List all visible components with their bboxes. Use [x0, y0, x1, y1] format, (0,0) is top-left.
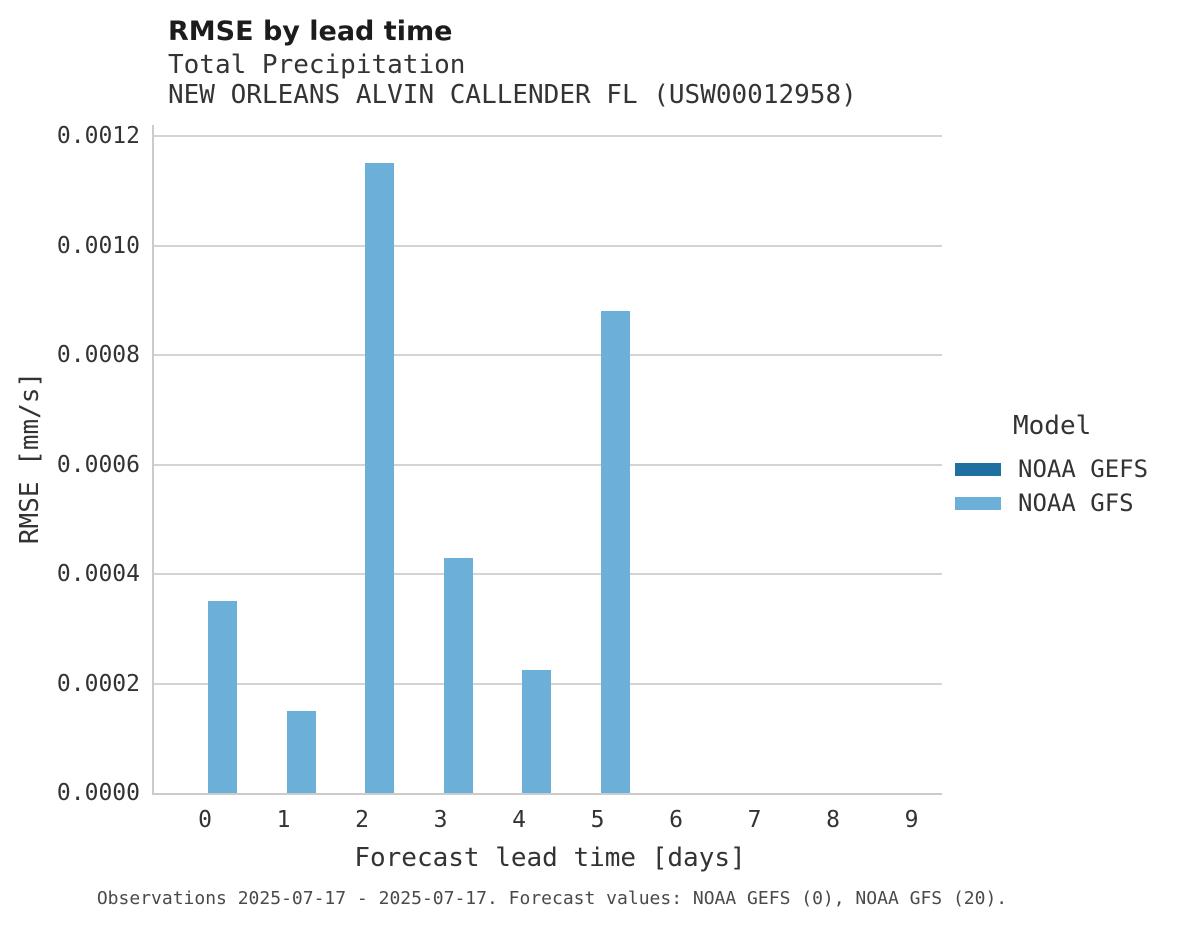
x-axis-title: Forecast lead time [days] — [354, 843, 746, 873]
legend: Model NOAA GEFS NOAA GFS — [955, 410, 1148, 520]
bar-noaa-gfs-day4 — [522, 669, 551, 793]
x-tick-label: 8 — [826, 807, 840, 833]
x-tick-label: 2 — [355, 807, 369, 833]
x-tick-label: 3 — [433, 807, 448, 833]
gridline — [154, 135, 942, 137]
bar-noaa-gfs-day2 — [365, 163, 394, 793]
x-tick-label: 5 — [590, 807, 605, 833]
x-tick-label: 9 — [904, 807, 919, 833]
gridline — [154, 573, 942, 575]
plot-area — [152, 125, 942, 795]
legend-entries: NOAA GEFS NOAA GFS — [955, 452, 1148, 520]
legend-title: Model — [1013, 411, 1092, 441]
bar-noaa-gfs-day1 — [286, 710, 316, 793]
chart-subtitle-station: NEW ORLEANS ALVIN CALLENDER FL (USW00012… — [168, 80, 857, 110]
chart-title: RMSE by lead time — [168, 16, 453, 47]
bar-noaa-gfs-day3 — [443, 557, 473, 793]
gridline — [154, 463, 942, 466]
x-tick-label: 0 — [198, 807, 212, 833]
legend-swatch — [955, 462, 1001, 476]
legend-label: NOAA GEFS — [1018, 455, 1149, 483]
y-tick-label: 0.0004 — [56, 561, 140, 587]
y-tick-label: 0.0000 — [56, 780, 140, 806]
chart-subtitle-variable: Total Precipitation — [168, 50, 466, 80]
y-tick-label: 0.0008 — [56, 342, 140, 368]
y-tick-label: 0.0002 — [56, 670, 140, 697]
legend-entry-noaa-gefs: NOAA GEFS — [955, 452, 1148, 486]
bar-noaa-gfs-day5 — [600, 311, 630, 793]
bar-noaa-gfs-day0 — [208, 601, 237, 793]
gridline — [154, 354, 942, 356]
footer-caption: Observations 2025-07-17 - 2025-07-17. Fo… — [96, 888, 1008, 909]
legend-label: NOAA GFS — [1018, 489, 1134, 517]
legend-swatch — [955, 496, 1001, 510]
legend-entry-noaa-gfs: NOAA GFS — [955, 486, 1148, 520]
y-tick-label: 0.0010 — [56, 232, 140, 259]
x-tick-label: 1 — [276, 807, 291, 833]
y-tick-label: 0.0012 — [56, 123, 140, 149]
x-tick-label: 6 — [669, 807, 683, 833]
x-tick-label: 4 — [512, 807, 526, 833]
x-tick-label: 7 — [747, 807, 762, 833]
y-tick-label: 0.0006 — [56, 451, 140, 478]
gridline — [154, 244, 942, 247]
